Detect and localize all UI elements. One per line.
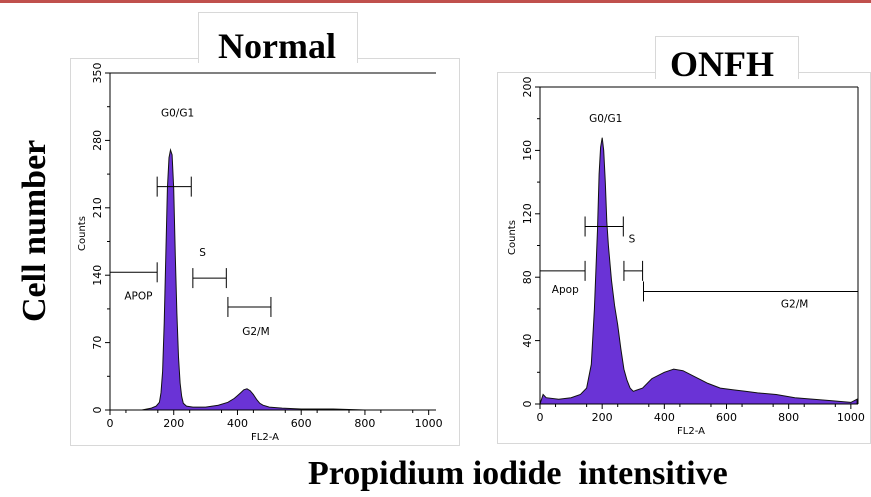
normal-gate-g0-g1-label: G0/G1 <box>161 107 194 119</box>
top-divider-line <box>0 0 871 3</box>
onfh-gate-g2-m-label: G2/M <box>781 298 808 310</box>
onfh-title: ONFH <box>670 44 774 84</box>
onfh-gate-apop-label: Apop <box>552 284 579 296</box>
onfh-title-box <box>655 36 799 79</box>
normal-panel-frame <box>70 58 460 446</box>
onfh-y-tick-label: 80 <box>521 270 534 284</box>
normal-x-tick-label: 200 <box>163 417 184 430</box>
normal-gate-s-label: S <box>199 247 206 259</box>
normal-title: Normal <box>218 26 336 66</box>
onfh-y-axis-name: Counts <box>507 220 518 255</box>
normal-y-tick-label: 140 <box>91 265 104 286</box>
onfh-y-tick-label: 0 <box>521 401 534 408</box>
x-axis-label: Propidium iodide intensitive <box>308 455 728 492</box>
onfh-y-tick-label: 200 <box>521 77 534 98</box>
normal-x-tick-label: 800 <box>354 417 375 430</box>
normal-gate-g2-m-label: G2/M <box>242 326 269 338</box>
onfh-gate-s-label: S <box>629 233 636 245</box>
normal-x-tick-label: 1000 <box>415 417 443 430</box>
normal-x-tick-label: 400 <box>227 417 248 430</box>
normal-y-tick-label: 70 <box>91 336 104 350</box>
onfh-y-tick-label: 160 <box>521 140 534 161</box>
normal-y-tick-label: 350 <box>91 63 104 84</box>
onfh-x-tick-label: 800 <box>778 411 799 424</box>
onfh-y-tick-label: 40 <box>521 334 534 348</box>
normal-x-tick-label: 0 <box>107 417 114 430</box>
normal-y-tick-label: 0 <box>91 407 104 414</box>
onfh-x-axis-name: FL2-A <box>677 426 705 437</box>
onfh-x-tick-label: 200 <box>592 411 613 424</box>
onfh-x-tick-label: 400 <box>654 411 675 424</box>
normal-y-tick-label: 280 <box>91 130 104 151</box>
onfh-x-tick-label: 600 <box>716 411 737 424</box>
onfh-y-tick-label: 120 <box>521 203 534 224</box>
normal-gate-apop-label: APOP <box>124 290 152 302</box>
normal-x-tick-label: 600 <box>291 417 312 430</box>
normal-title-box <box>198 12 358 63</box>
onfh-gate-g0-g1-label: G0/G1 <box>589 113 622 125</box>
normal-y-axis-name: Counts <box>77 216 88 251</box>
normal-y-tick-label: 210 <box>91 197 104 218</box>
onfh-x-tick-label: 0 <box>537 411 544 424</box>
onfh-x-tick-label: 1000 <box>837 411 865 424</box>
normal-x-axis-name: FL2-A <box>251 432 279 443</box>
normal-histogram-area-0 <box>110 148 429 411</box>
onfh-histogram-area-0 <box>539 137 858 405</box>
